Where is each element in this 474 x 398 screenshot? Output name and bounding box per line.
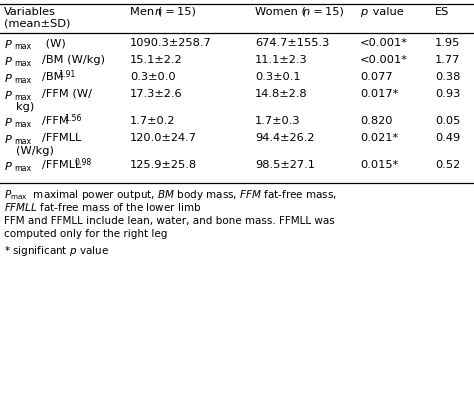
Text: computed only for the right leg: computed only for the right leg [4, 229, 167, 239]
Text: 0.3±0.1: 0.3±0.1 [255, 72, 301, 82]
Text: FFM and FFMLL include lean, water, and bone mass. FFMLL was: FFM and FFMLL include lean, water, and b… [4, 216, 335, 226]
Text: 1.7±0.2: 1.7±0.2 [130, 116, 175, 126]
Text: $\mathit{P}$: $\mathit{P}$ [4, 116, 13, 128]
Text: n: n [303, 7, 310, 17]
Text: max: max [14, 120, 31, 129]
Text: 674.7±155.3: 674.7±155.3 [255, 38, 329, 48]
Text: Variables: Variables [4, 7, 56, 17]
Text: /BM (W/kg): /BM (W/kg) [42, 55, 105, 65]
Text: $\mathit{P}$: $\mathit{P}$ [4, 55, 13, 67]
Text: 0.05: 0.05 [435, 116, 460, 126]
Text: 0.93: 0.93 [435, 89, 460, 99]
Text: $\mathit{P}$: $\mathit{P}$ [4, 133, 13, 145]
Text: n: n [155, 7, 162, 17]
Text: = 15): = 15) [163, 7, 196, 17]
Text: $\mathit{FFMLL}$ fat-free mass of the lower limb: $\mathit{FFMLL}$ fat-free mass of the lo… [4, 201, 201, 213]
Text: max: max [14, 93, 31, 102]
Text: * significant $\mathit{p}$ value: * significant $\mathit{p}$ value [4, 244, 109, 258]
Text: 94.4±26.2: 94.4±26.2 [255, 133, 315, 143]
Text: 0.820: 0.820 [360, 116, 392, 126]
Text: $\mathit{P}$: $\mathit{P}$ [4, 72, 13, 84]
Text: 0.49: 0.49 [435, 133, 460, 143]
Text: $\mathit{P}_{\mathrm{max}}$  maximal power output, $\mathit{BM}$ body mass, $\ma: $\mathit{P}_{\mathrm{max}}$ maximal powe… [4, 188, 337, 202]
Text: max: max [14, 76, 31, 85]
Text: /FFMLL: /FFMLL [42, 133, 81, 143]
Text: max: max [14, 59, 31, 68]
Text: 1.95: 1.95 [435, 38, 460, 48]
Text: 98.5±27.1: 98.5±27.1 [255, 160, 315, 170]
Text: ES: ES [435, 7, 449, 17]
Text: 120.0±24.7: 120.0±24.7 [130, 133, 197, 143]
Text: $\mathit{P}$: $\mathit{P}$ [4, 89, 13, 101]
Text: 0.52: 0.52 [435, 160, 460, 170]
Text: 1.77: 1.77 [435, 55, 460, 65]
Text: 15.1±2.2: 15.1±2.2 [130, 55, 182, 65]
Text: kg): kg) [16, 102, 34, 112]
Text: Men (: Men ( [130, 7, 162, 17]
Text: (W/kg): (W/kg) [16, 146, 54, 156]
Text: 1090.3±258.7: 1090.3±258.7 [130, 38, 212, 48]
Text: 1.91: 1.91 [58, 70, 76, 79]
Text: 1.7±0.3: 1.7±0.3 [255, 116, 301, 126]
Text: max: max [14, 164, 31, 173]
Text: <0.001*: <0.001* [360, 38, 408, 48]
Text: = 15): = 15) [311, 7, 344, 17]
Text: p: p [360, 7, 367, 17]
Text: Women (: Women ( [255, 7, 306, 17]
Text: 0.38: 0.38 [435, 72, 460, 82]
Text: max: max [14, 42, 31, 51]
Text: value: value [369, 7, 404, 17]
Text: (mean±SD): (mean±SD) [4, 19, 70, 29]
Text: (W): (W) [42, 38, 66, 48]
Text: 1.56: 1.56 [64, 114, 82, 123]
Text: 0.98: 0.98 [75, 158, 92, 167]
Text: $\mathit{P}$: $\mathit{P}$ [4, 160, 13, 172]
Text: /BM: /BM [42, 72, 64, 82]
Text: 14.8±2.8: 14.8±2.8 [255, 89, 308, 99]
Text: 0.3±0.0: 0.3±0.0 [130, 72, 176, 82]
Text: 125.9±25.8: 125.9±25.8 [130, 160, 197, 170]
Text: $\mathit{P}$: $\mathit{P}$ [4, 38, 13, 50]
Text: 0.077: 0.077 [360, 72, 392, 82]
Text: 11.1±2.3: 11.1±2.3 [255, 55, 308, 65]
Text: /FFM: /FFM [42, 116, 69, 126]
Text: 0.021*: 0.021* [360, 133, 398, 143]
Text: 0.015*: 0.015* [360, 160, 398, 170]
Text: /FFM (W/: /FFM (W/ [42, 89, 92, 99]
Text: max: max [14, 137, 31, 146]
Text: <0.001*: <0.001* [360, 55, 408, 65]
Text: 17.3±2.6: 17.3±2.6 [130, 89, 182, 99]
Text: /FFMLL: /FFMLL [42, 160, 81, 170]
Text: 0.017*: 0.017* [360, 89, 398, 99]
